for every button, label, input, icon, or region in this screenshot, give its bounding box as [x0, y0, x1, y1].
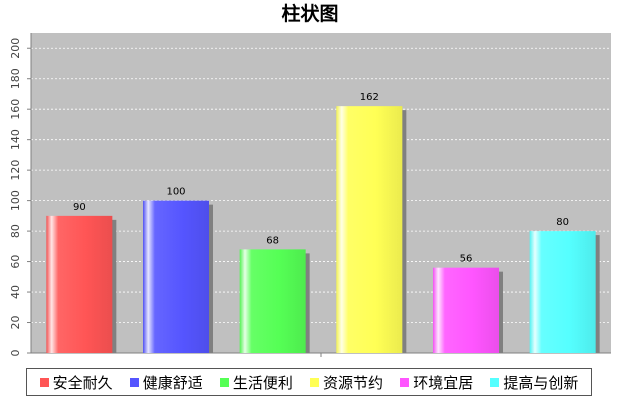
legend-item: 资源节约 — [310, 372, 383, 393]
plot-area — [31, 33, 611, 353]
y-tick-label: 20 — [9, 316, 22, 330]
bar — [239, 249, 306, 353]
y-tick-label: 0 — [9, 350, 22, 357]
chart-title: 柱状图 — [281, 3, 339, 25]
data-label: 68 — [266, 235, 279, 246]
legend-swatch — [400, 377, 410, 387]
y-tick-label: 40 — [9, 285, 22, 299]
bar — [433, 267, 499, 353]
data-label: 100 — [166, 187, 185, 198]
y-tick-label: 180 — [9, 68, 22, 89]
legend-item: 环境宜居 — [400, 372, 473, 393]
legend-label: 生活便利 — [232, 373, 293, 392]
legend-item: 生活便利 — [219, 372, 293, 393]
y-tick-label: 140 — [9, 129, 22, 150]
legend-label: 健康舒适 — [142, 373, 203, 392]
legend-label: 环境宜居 — [413, 373, 474, 392]
legend-label: 资源节约 — [323, 373, 384, 392]
y-tick-label: 60 — [9, 255, 22, 269]
bar — [46, 215, 113, 353]
legend-swatch — [129, 377, 139, 387]
data-label: 90 — [73, 202, 86, 213]
y-tick-label: 200 — [9, 38, 22, 59]
data-label: 56 — [460, 254, 473, 265]
legend-swatch — [490, 377, 500, 387]
legend-swatch — [310, 377, 320, 387]
legend-item: 安全耐久 — [39, 372, 113, 393]
y-tick-label: 160 — [9, 99, 22, 120]
legend-item: 健康舒适 — [129, 372, 203, 393]
data-label: 80 — [556, 217, 569, 228]
legend-swatch — [39, 377, 49, 387]
bar — [336, 106, 403, 354]
bar — [529, 231, 596, 353]
y-tick-label: 120 — [9, 160, 22, 181]
bar — [143, 200, 209, 353]
legend-swatch — [219, 377, 229, 387]
y-tick-label: 100 — [9, 190, 22, 211]
y-tick-label: 80 — [9, 224, 22, 238]
legend-label: 安全耐久 — [52, 373, 113, 392]
data-label: 162 — [360, 92, 379, 103]
chart-legend: 安全耐久 健康舒适 生活便利 资源节约 环境宜居 提高与创新 — [26, 368, 592, 396]
legend-item: 提高与创新 — [490, 372, 578, 393]
legend-label: 提高与创新 — [503, 373, 579, 392]
